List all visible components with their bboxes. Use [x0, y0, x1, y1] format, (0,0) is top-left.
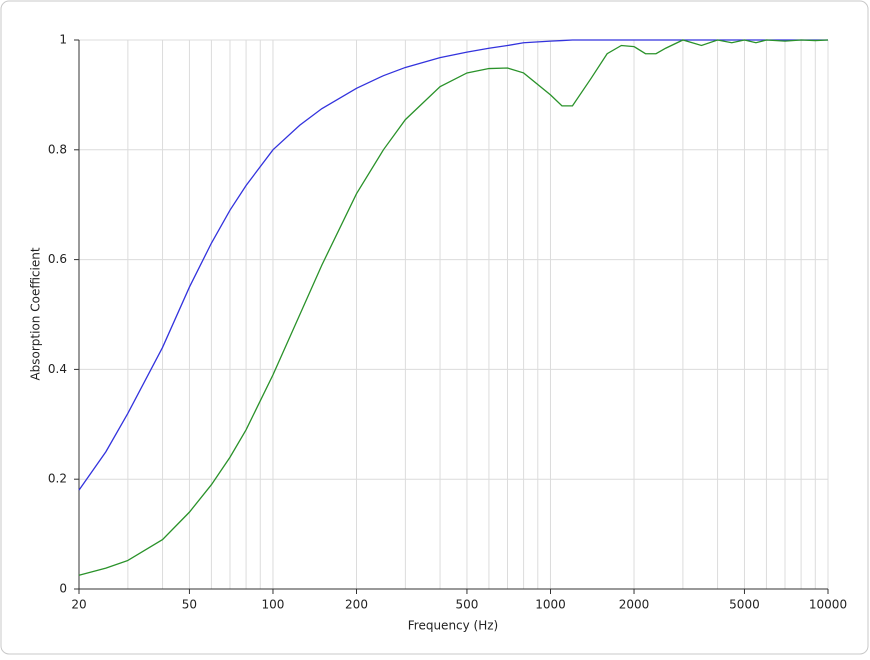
y-tick-label: 0.8 [48, 142, 67, 156]
series-line [78, 39, 829, 576]
x-tick-label: 5000 [729, 598, 760, 612]
x-tick-label: 500 [455, 598, 478, 612]
x-tick-label: 200 [345, 598, 368, 612]
x-tick-label: 2000 [619, 598, 650, 612]
y-tick-label: 0 [59, 582, 67, 596]
y-tick-label: 1 [59, 33, 67, 47]
x-tick-label: 50 [182, 598, 197, 612]
series-line [78, 39, 828, 491]
x-axis-label: Frequency (Hz) [408, 619, 499, 633]
y-tick-label: 0.6 [48, 252, 67, 266]
y-tick-label: 0.2 [48, 472, 67, 486]
x-tick-label: 100 [262, 598, 285, 612]
y-tick-label: 0.4 [48, 362, 67, 376]
x-tick-label: 1000 [535, 598, 566, 612]
y-axis-label: Absorption Coefficient [29, 247, 43, 380]
x-tick-label: 10000 [809, 598, 847, 612]
x-tick-label: 20 [71, 598, 86, 612]
